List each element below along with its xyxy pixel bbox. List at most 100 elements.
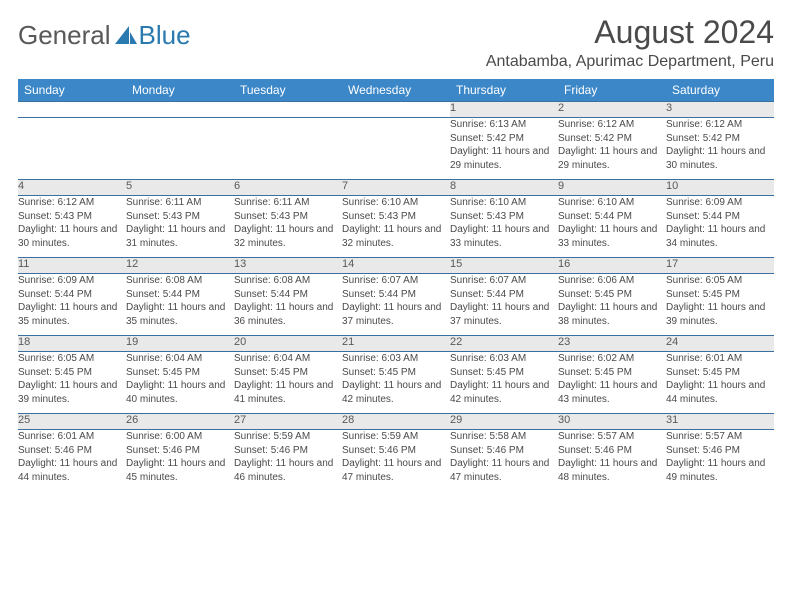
day-number-row: 11121314151617 <box>18 258 774 274</box>
daylight-line: Daylight: 11 hours and 45 minutes. <box>126 457 234 484</box>
daylight-line: Daylight: 11 hours and 30 minutes. <box>666 145 774 172</box>
day-number-cell: 21 <box>342 336 450 352</box>
daylight-line: Daylight: 11 hours and 43 minutes. <box>558 379 666 406</box>
daylight-line: Daylight: 11 hours and 48 minutes. <box>558 457 666 484</box>
sunset-line: Sunset: 5:46 PM <box>450 444 558 458</box>
weekday-header: Saturday <box>666 79 774 102</box>
daylight-line: Daylight: 11 hours and 30 minutes. <box>18 223 126 250</box>
day-content-cell: Sunrise: 5:57 AMSunset: 5:46 PMDaylight:… <box>666 430 774 492</box>
sunrise-line: Sunrise: 6:08 AM <box>126 274 234 288</box>
day-number-cell: 20 <box>234 336 342 352</box>
daylight-line: Daylight: 11 hours and 41 minutes. <box>234 379 342 406</box>
sunset-line: Sunset: 5:46 PM <box>18 444 126 458</box>
day-content-cell: Sunrise: 6:03 AMSunset: 5:45 PMDaylight:… <box>342 352 450 414</box>
day-content-cell <box>234 118 342 180</box>
sunrise-line: Sunrise: 6:09 AM <box>666 196 774 210</box>
sunrise-line: Sunrise: 6:03 AM <box>342 352 450 366</box>
day-number-cell: 22 <box>450 336 558 352</box>
daylight-line: Daylight: 11 hours and 39 minutes. <box>666 301 774 328</box>
sunrise-line: Sunrise: 6:07 AM <box>342 274 450 288</box>
sunrise-line: Sunrise: 6:12 AM <box>666 118 774 132</box>
logo-text-blue: Blue <box>139 20 191 51</box>
weekday-header: Monday <box>126 79 234 102</box>
sunrise-line: Sunrise: 6:08 AM <box>234 274 342 288</box>
sunset-line: Sunset: 5:45 PM <box>18 366 126 380</box>
sunset-line: Sunset: 5:43 PM <box>234 210 342 224</box>
day-content-cell: Sunrise: 6:08 AMSunset: 5:44 PMDaylight:… <box>234 274 342 336</box>
day-number-cell: 19 <box>126 336 234 352</box>
day-number-cell: 12 <box>126 258 234 274</box>
weekday-header: Tuesday <box>234 79 342 102</box>
daylight-line: Daylight: 11 hours and 42 minutes. <box>450 379 558 406</box>
sunset-line: Sunset: 5:44 PM <box>558 210 666 224</box>
sunrise-line: Sunrise: 6:01 AM <box>18 430 126 444</box>
sunrise-line: Sunrise: 6:01 AM <box>666 352 774 366</box>
sunrise-line: Sunrise: 6:12 AM <box>558 118 666 132</box>
title-block: August 2024 Antabamba, Apurimac Departme… <box>486 14 774 71</box>
day-content-cell: Sunrise: 6:07 AMSunset: 5:44 PMDaylight:… <box>342 274 450 336</box>
sunrise-line: Sunrise: 5:59 AM <box>342 430 450 444</box>
daylight-line: Daylight: 11 hours and 32 minutes. <box>342 223 450 250</box>
daylight-line: Daylight: 11 hours and 37 minutes. <box>342 301 450 328</box>
day-content-cell: Sunrise: 6:04 AMSunset: 5:45 PMDaylight:… <box>234 352 342 414</box>
daylight-line: Daylight: 11 hours and 40 minutes. <box>126 379 234 406</box>
day-number-cell: 17 <box>666 258 774 274</box>
sunset-line: Sunset: 5:42 PM <box>450 132 558 146</box>
sunset-line: Sunset: 5:45 PM <box>666 288 774 302</box>
day-content-cell: Sunrise: 6:00 AMSunset: 5:46 PMDaylight:… <box>126 430 234 492</box>
day-content-row: Sunrise: 6:01 AMSunset: 5:46 PMDaylight:… <box>18 430 774 492</box>
day-number-cell: 10 <box>666 180 774 196</box>
sunrise-line: Sunrise: 6:10 AM <box>558 196 666 210</box>
sunset-line: Sunset: 5:42 PM <box>666 132 774 146</box>
sunset-line: Sunset: 5:46 PM <box>342 444 450 458</box>
weekday-header: Friday <box>558 79 666 102</box>
weekday-header: Sunday <box>18 79 126 102</box>
day-number-cell <box>234 102 342 118</box>
day-number-cell: 7 <box>342 180 450 196</box>
day-content-cell: Sunrise: 6:09 AMSunset: 5:44 PMDaylight:… <box>18 274 126 336</box>
day-content-cell: Sunrise: 6:09 AMSunset: 5:44 PMDaylight:… <box>666 196 774 258</box>
day-content-cell: Sunrise: 6:01 AMSunset: 5:45 PMDaylight:… <box>666 352 774 414</box>
day-content-cell: Sunrise: 6:11 AMSunset: 5:43 PMDaylight:… <box>234 196 342 258</box>
day-number-row: 18192021222324 <box>18 336 774 352</box>
day-content-cell: Sunrise: 6:06 AMSunset: 5:45 PMDaylight:… <box>558 274 666 336</box>
day-number-cell: 2 <box>558 102 666 118</box>
header: General Blue August 2024 Antabamba, Apur… <box>18 14 774 71</box>
logo: General Blue <box>18 14 191 51</box>
sunset-line: Sunset: 5:43 PM <box>342 210 450 224</box>
sunset-line: Sunset: 5:42 PM <box>558 132 666 146</box>
day-number-cell: 25 <box>18 414 126 430</box>
sunset-line: Sunset: 5:45 PM <box>666 366 774 380</box>
daylight-line: Daylight: 11 hours and 37 minutes. <box>450 301 558 328</box>
day-number-cell <box>126 102 234 118</box>
day-content-cell: Sunrise: 6:05 AMSunset: 5:45 PMDaylight:… <box>18 352 126 414</box>
day-content-cell: Sunrise: 6:10 AMSunset: 5:43 PMDaylight:… <box>342 196 450 258</box>
month-title: August 2024 <box>486 14 774 51</box>
daylight-line: Daylight: 11 hours and 47 minutes. <box>342 457 450 484</box>
day-content-cell <box>126 118 234 180</box>
day-number-row: 45678910 <box>18 180 774 196</box>
sunrise-line: Sunrise: 6:00 AM <box>126 430 234 444</box>
day-number-cell: 28 <box>342 414 450 430</box>
weekday-header-row: Sunday Monday Tuesday Wednesday Thursday… <box>18 79 774 102</box>
sunset-line: Sunset: 5:43 PM <box>450 210 558 224</box>
day-number-cell <box>18 102 126 118</box>
day-content-cell: Sunrise: 6:07 AMSunset: 5:44 PMDaylight:… <box>450 274 558 336</box>
day-number-cell: 3 <box>666 102 774 118</box>
daylight-line: Daylight: 11 hours and 34 minutes. <box>666 223 774 250</box>
daylight-line: Daylight: 11 hours and 35 minutes. <box>18 301 126 328</box>
daylight-line: Daylight: 11 hours and 33 minutes. <box>558 223 666 250</box>
day-content-cell: Sunrise: 5:59 AMSunset: 5:46 PMDaylight:… <box>342 430 450 492</box>
day-number-cell: 30 <box>558 414 666 430</box>
day-number-cell: 13 <box>234 258 342 274</box>
sunset-line: Sunset: 5:44 PM <box>126 288 234 302</box>
sunrise-line: Sunrise: 5:57 AM <box>666 430 774 444</box>
sunrise-line: Sunrise: 6:09 AM <box>18 274 126 288</box>
day-number-cell: 26 <box>126 414 234 430</box>
sunset-line: Sunset: 5:45 PM <box>126 366 234 380</box>
location: Antabamba, Apurimac Department, Peru <box>486 53 774 71</box>
sunset-line: Sunset: 5:43 PM <box>18 210 126 224</box>
daylight-line: Daylight: 11 hours and 29 minutes. <box>450 145 558 172</box>
sunrise-line: Sunrise: 6:03 AM <box>450 352 558 366</box>
day-content-cell: Sunrise: 6:12 AMSunset: 5:42 PMDaylight:… <box>666 118 774 180</box>
